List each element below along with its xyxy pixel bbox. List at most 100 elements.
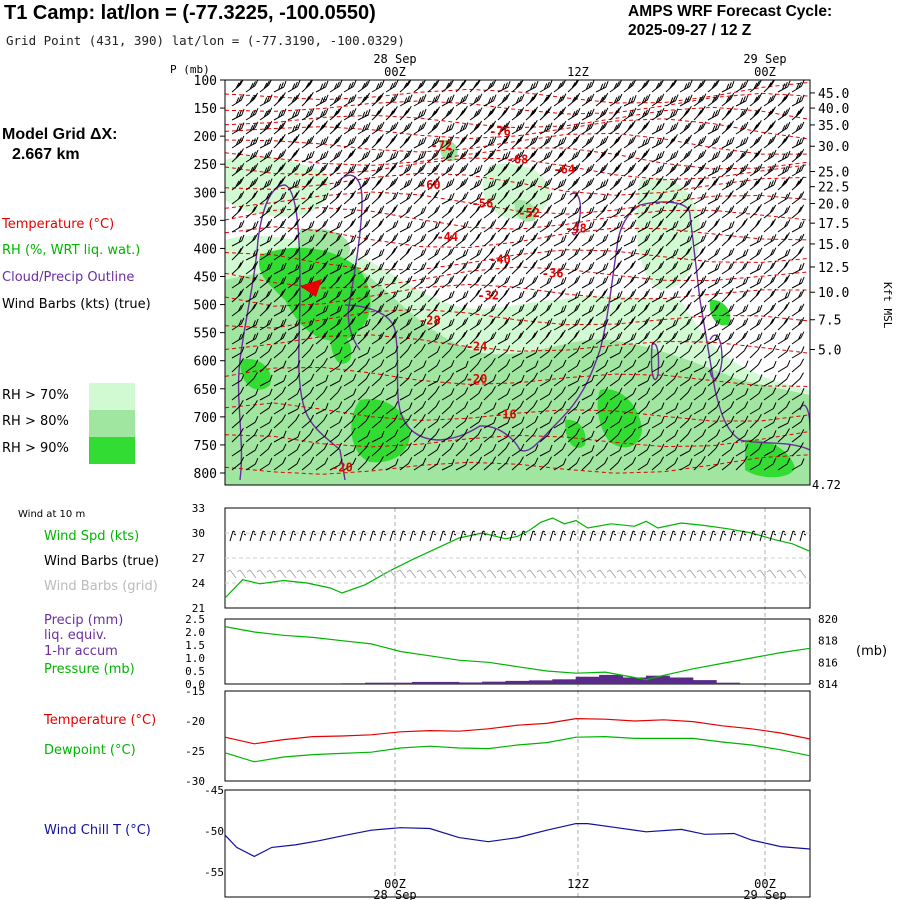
wind-barb <box>665 443 679 457</box>
wind-barb <box>791 415 805 429</box>
wind-barb <box>637 248 651 261</box>
wind-barb <box>455 94 469 107</box>
wind-barb <box>245 177 259 191</box>
wind-barb <box>609 220 623 233</box>
wind-barb <box>413 121 427 135</box>
wind-barb <box>553 428 567 443</box>
wind-barb <box>245 332 259 345</box>
wind-barb <box>707 358 721 373</box>
wind-barb <box>231 346 245 359</box>
wind-barb <box>707 302 721 317</box>
wind-barb <box>371 331 385 345</box>
wind-barb <box>231 317 245 331</box>
wind-barb <box>413 344 426 359</box>
wind-barb <box>469 134 483 149</box>
dewpoint-label: Dewpoint (°C) <box>44 743 136 758</box>
wind-barb <box>259 457 273 471</box>
wind-barb <box>497 204 510 219</box>
wind-barb <box>525 106 539 121</box>
wind-barb <box>231 303 245 317</box>
wind-barb <box>427 332 441 345</box>
wind-barb <box>567 441 580 457</box>
wind-barb <box>749 288 762 303</box>
wind-barb <box>609 290 623 303</box>
precip-frame <box>224 618 811 685</box>
wind-barb <box>455 415 469 429</box>
wind-barb <box>763 106 776 121</box>
wind-barb <box>301 150 315 163</box>
wind-barb <box>735 415 749 429</box>
wind-barb <box>665 457 679 471</box>
wind-barb <box>231 456 245 471</box>
wind-barb <box>273 120 287 135</box>
wind-barb-grid <box>666 569 677 579</box>
wind-barb <box>301 428 314 443</box>
wind-barb <box>595 359 609 373</box>
wind-barb <box>413 373 427 387</box>
windchill-tick-label: -45 <box>204 784 224 797</box>
temperature-contour <box>225 249 810 271</box>
wind-barb <box>567 150 581 163</box>
wind-barb <box>455 233 469 247</box>
wind-barb <box>483 303 497 317</box>
wind-barb <box>259 274 273 289</box>
wind-barb <box>693 275 707 289</box>
wind-barb <box>791 442 804 457</box>
wind-barb <box>623 260 636 275</box>
wind-barb <box>525 315 538 331</box>
wind-barb-true <box>419 530 427 542</box>
wind-barb-grid <box>496 569 507 579</box>
wind-barb <box>483 106 497 121</box>
wind-barb <box>665 108 679 121</box>
wind-barb-grid <box>636 569 647 579</box>
wind-barb <box>469 357 482 373</box>
wind-barb <box>581 93 595 107</box>
pressure-tick-label: 820 <box>818 613 838 626</box>
wind-barb <box>455 220 469 233</box>
wind-barb-grid <box>446 569 457 579</box>
temperature-contour-label: -24 <box>466 340 488 354</box>
wind-barb <box>329 304 343 317</box>
wind-barb-grid <box>276 569 287 579</box>
wind-barb <box>511 330 525 345</box>
wind-barb <box>707 458 721 471</box>
wind-barb <box>595 107 609 121</box>
wind-barb <box>623 150 637 163</box>
wind-barb <box>651 330 665 345</box>
wind-barb <box>735 444 749 457</box>
wind-barb <box>399 220 413 233</box>
wind-barb <box>469 415 483 429</box>
wind-barb <box>497 134 510 149</box>
wind-barb-true <box>549 530 557 542</box>
legend-rh90-swatch <box>89 437 135 464</box>
wind-barb <box>693 288 707 303</box>
pressure-axis-title: P (mb) <box>170 63 210 76</box>
wind-barb <box>371 205 385 219</box>
wind-barb <box>553 416 567 429</box>
wind-barb <box>497 232 511 247</box>
wind-barb-true <box>739 530 747 542</box>
wind-barb <box>301 135 315 149</box>
wind-barb-grid <box>476 569 487 579</box>
wind-barb <box>357 162 371 177</box>
wind-barb <box>609 206 623 219</box>
wind-barb-true <box>449 530 457 542</box>
wind-barb <box>525 162 538 177</box>
wind-barb <box>763 93 777 107</box>
temperature-contour-label: -56 <box>472 196 494 210</box>
wind-barb <box>735 388 749 401</box>
wind-barb <box>707 262 721 275</box>
wind-barb <box>763 80 776 93</box>
wind-barb-grid <box>786 569 797 579</box>
wind-barb <box>525 190 539 205</box>
wind-barb <box>385 80 399 93</box>
wind-barb <box>623 204 637 219</box>
wind-barb <box>791 220 805 233</box>
wind-barb <box>749 120 762 135</box>
wind-barb <box>441 318 455 331</box>
wind-barb <box>413 206 427 219</box>
wind-barb <box>749 106 762 121</box>
wind-barb <box>273 414 287 429</box>
wind-barb <box>441 388 455 401</box>
wind-barb <box>651 443 665 457</box>
